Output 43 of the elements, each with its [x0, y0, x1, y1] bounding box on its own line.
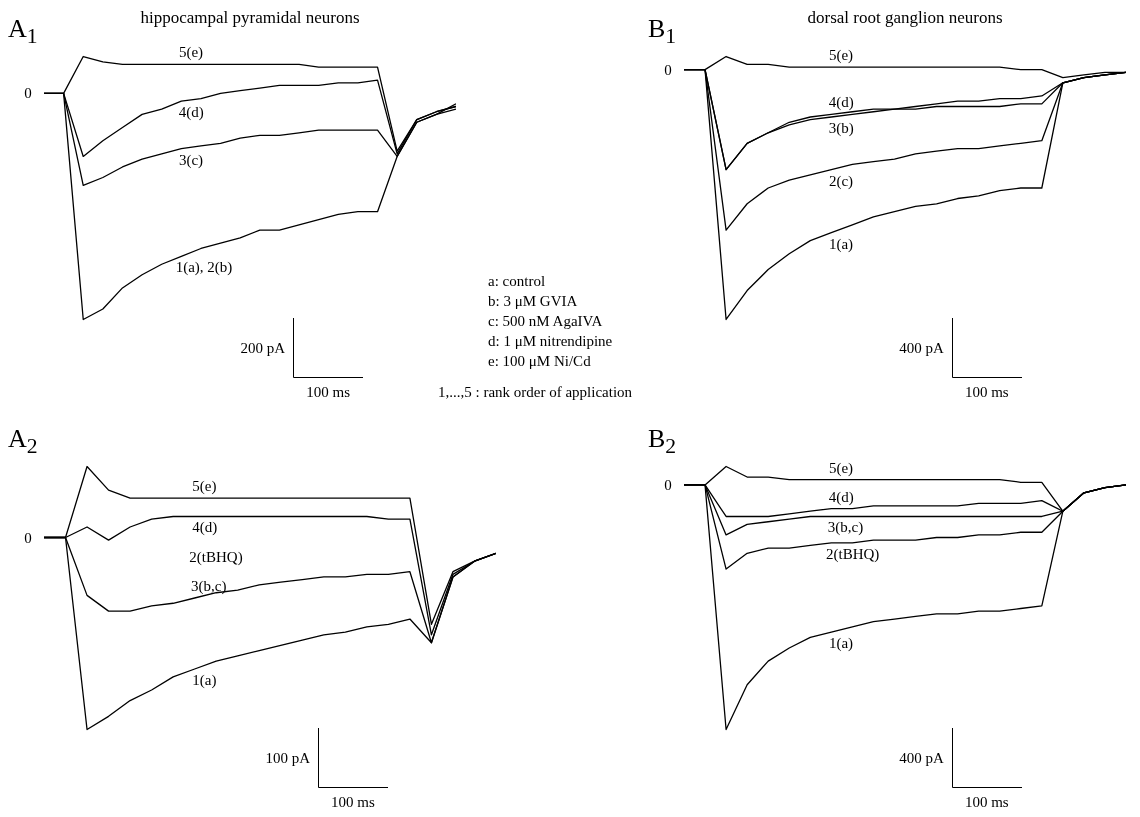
text: e: 100 μM Ni/Cd	[488, 353, 592, 370]
series-label: 3(b,c)	[191, 578, 227, 596]
text: 0	[24, 529, 32, 547]
series-label: 1(a)	[828, 235, 854, 253]
series-label: 5(e)	[178, 44, 204, 62]
text: 100 pA	[265, 749, 310, 767]
series-label: 4(d)	[192, 519, 218, 537]
text: 0	[664, 476, 672, 494]
series-label: 5(e)	[828, 460, 854, 478]
series-label: 1(a), 2(b)	[175, 258, 233, 276]
text: 400 pA	[899, 339, 944, 357]
series-label: 1(a)	[828, 634, 854, 652]
annotation: 2(tBHQ)	[189, 548, 243, 566]
text: 100 ms	[331, 794, 375, 811]
series-label: 5(e)	[192, 478, 217, 496]
series-label: 4(d)	[178, 103, 204, 121]
text: 0	[664, 61, 672, 79]
series-label: 2(tBHQ)	[826, 545, 880, 563]
series-label: 2(c)	[828, 172, 854, 190]
series-label: 1(a)	[192, 671, 217, 689]
text: b: 3 μM GVIA	[488, 293, 579, 310]
series-label: 4(d)	[828, 489, 854, 507]
series-label: 3(b)	[828, 119, 854, 137]
chart-title: dorsal root ganglion neurons	[806, 8, 1004, 28]
text: B$_{1}$	[648, 14, 677, 50]
text: A$_{2}$	[8, 424, 38, 460]
text: 1,...,5 : rank order of application	[438, 384, 634, 401]
text: A$_{1}$	[8, 14, 38, 50]
text: c: 500 nM AgaIVA	[488, 313, 604, 330]
series-label: 3(c)	[178, 151, 204, 169]
text: 200 pA	[240, 339, 286, 357]
series-label: 3(b,c)	[827, 519, 864, 537]
text: a: control	[488, 273, 547, 290]
text: B$_{2}$	[648, 424, 677, 460]
text: 100 ms	[964, 384, 1009, 401]
series-label: 4(d)	[828, 94, 854, 112]
chart-title: hippocampal pyramidal neurons	[139, 8, 361, 28]
text: 100 ms	[964, 794, 1009, 811]
text: d: 1 μM nitrendipine	[488, 333, 614, 350]
text: 0	[24, 84, 32, 102]
series-label: 5(e)	[828, 47, 854, 65]
text: 400 pA	[899, 749, 944, 767]
text: 100 ms	[306, 384, 351, 401]
